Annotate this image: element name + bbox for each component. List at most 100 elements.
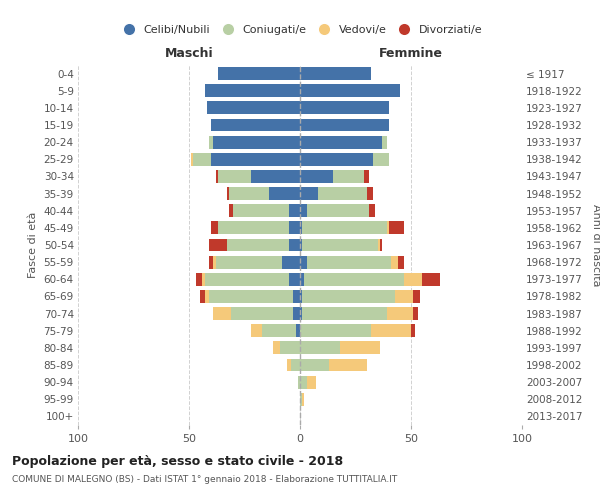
Bar [293, 290, 300, 303]
Bar [389, 222, 404, 234]
Bar [300, 102, 389, 114]
Bar [202, 273, 205, 285]
Bar [300, 84, 400, 97]
Bar [302, 393, 304, 406]
Bar [380, 238, 382, 252]
Bar [413, 290, 420, 303]
Bar [227, 238, 289, 252]
Bar [218, 170, 251, 183]
Bar [209, 136, 214, 148]
Bar [289, 204, 300, 217]
Bar [300, 324, 371, 337]
Text: Popolazione per età, sesso e stato civile - 2018: Popolazione per età, sesso e stato civil… [12, 455, 343, 468]
Bar [229, 187, 269, 200]
Bar [191, 153, 193, 166]
Bar [300, 222, 302, 234]
Bar [298, 376, 300, 388]
Bar [413, 307, 418, 320]
Bar [200, 290, 205, 303]
Bar [211, 118, 300, 132]
Bar [318, 187, 367, 200]
Bar [196, 273, 202, 285]
Bar [300, 342, 340, 354]
Bar [395, 290, 413, 303]
Bar [207, 102, 300, 114]
Bar [282, 256, 300, 268]
Bar [373, 153, 389, 166]
Bar [300, 238, 302, 252]
Bar [300, 153, 373, 166]
Bar [391, 256, 398, 268]
Bar [334, 170, 364, 183]
Y-axis label: Fasce di età: Fasce di età [28, 212, 38, 278]
Bar [300, 118, 389, 132]
Bar [302, 290, 395, 303]
Bar [289, 273, 300, 285]
Bar [300, 290, 302, 303]
Bar [209, 256, 214, 268]
Bar [307, 256, 391, 268]
Bar [289, 222, 300, 234]
Bar [205, 273, 289, 285]
Bar [251, 170, 300, 183]
Text: Maschi: Maschi [164, 47, 214, 60]
Y-axis label: Anni di nascita: Anni di nascita [591, 204, 600, 286]
Bar [214, 256, 215, 268]
Bar [300, 358, 329, 372]
Bar [229, 204, 233, 217]
Bar [340, 342, 380, 354]
Bar [300, 376, 307, 388]
Bar [296, 324, 300, 337]
Legend: Celibi/Nubili, Coniugati/e, Vedovi/e, Divorziati/e: Celibi/Nubili, Coniugati/e, Vedovi/e, Di… [113, 20, 487, 39]
Bar [209, 238, 227, 252]
Bar [382, 136, 386, 148]
Bar [300, 67, 371, 80]
Bar [227, 187, 229, 200]
Bar [302, 307, 386, 320]
Bar [269, 187, 300, 200]
Bar [302, 222, 386, 234]
Bar [218, 222, 289, 234]
Bar [398, 256, 404, 268]
Bar [300, 307, 302, 320]
Bar [386, 307, 413, 320]
Bar [287, 358, 291, 372]
Bar [302, 238, 378, 252]
Text: COMUNE DI MALEGNO (BS) - Dati ISTAT 1° gennaio 2018 - Elaborazione TUTTITALIA.IT: COMUNE DI MALEGNO (BS) - Dati ISTAT 1° g… [12, 475, 397, 484]
Bar [369, 204, 376, 217]
Bar [193, 153, 211, 166]
Bar [291, 358, 300, 372]
Bar [300, 136, 382, 148]
Text: Femmine: Femmine [379, 47, 443, 60]
Bar [307, 204, 369, 217]
Bar [300, 170, 334, 183]
Bar [367, 187, 373, 200]
Bar [411, 324, 415, 337]
Bar [209, 290, 293, 303]
Bar [364, 170, 369, 183]
Bar [233, 204, 289, 217]
Bar [371, 324, 411, 337]
Bar [231, 307, 293, 320]
Bar [386, 222, 389, 234]
Bar [404, 273, 422, 285]
Bar [205, 290, 209, 303]
Bar [274, 342, 280, 354]
Bar [251, 324, 262, 337]
Bar [280, 342, 300, 354]
Bar [300, 393, 302, 406]
Bar [378, 238, 380, 252]
Bar [300, 187, 318, 200]
Bar [211, 153, 300, 166]
Bar [307, 376, 316, 388]
Bar [215, 256, 282, 268]
Bar [422, 273, 440, 285]
Bar [214, 136, 300, 148]
Bar [300, 273, 304, 285]
Bar [262, 324, 296, 337]
Bar [214, 307, 231, 320]
Bar [329, 358, 367, 372]
Bar [218, 67, 300, 80]
Bar [300, 204, 307, 217]
Bar [289, 238, 300, 252]
